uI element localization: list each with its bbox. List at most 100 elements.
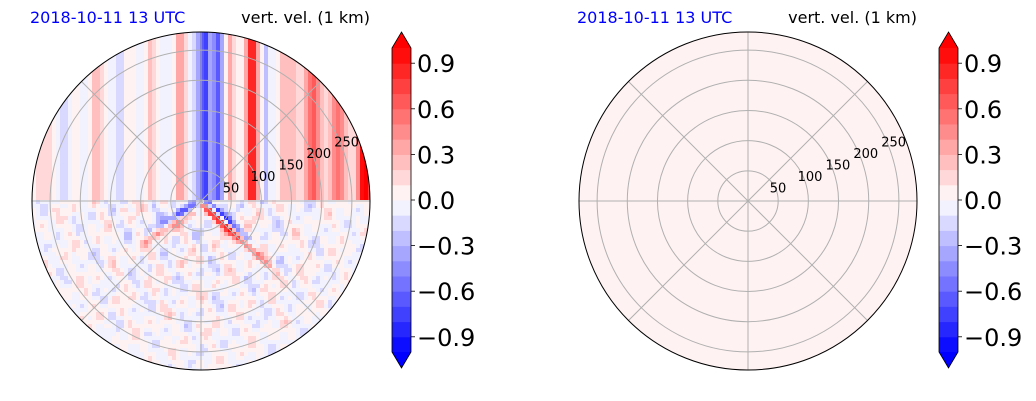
- field-cell: [324, 148, 329, 153]
- field-cell: [360, 180, 365, 185]
- field-cell: [128, 176, 133, 181]
- field-cell: [248, 152, 253, 157]
- field-cell: [268, 300, 273, 305]
- field-cell: [292, 264, 297, 269]
- field-cell: [188, 36, 193, 41]
- field-cell: [288, 272, 293, 277]
- field-cell: [220, 36, 225, 41]
- field-cell: [80, 248, 85, 253]
- field-cell: [216, 268, 221, 273]
- field-cell: [300, 104, 305, 109]
- field-cell: [256, 96, 261, 101]
- field-cell: [88, 76, 93, 81]
- field-cell: [92, 164, 97, 169]
- field-cell: [44, 276, 49, 281]
- field-cell: [364, 188, 369, 193]
- field-cell: [220, 48, 225, 53]
- field-cell: [144, 44, 149, 49]
- field-cell: [324, 152, 329, 157]
- field-cell: [188, 52, 193, 57]
- field-cell: [244, 68, 249, 73]
- field-cell: [276, 212, 281, 217]
- field-cell: [136, 72, 141, 77]
- field-cell: [224, 36, 229, 41]
- field-cell: [72, 200, 77, 205]
- field-cell: [140, 260, 145, 265]
- field-cell: [92, 112, 97, 117]
- field-cell: [76, 128, 81, 133]
- field-cell: [116, 300, 121, 305]
- field-cell: [120, 108, 125, 113]
- field-cell: [140, 148, 145, 153]
- field-cell: [316, 232, 321, 237]
- field-cell: [124, 168, 129, 173]
- field-cell: [216, 164, 221, 169]
- field-cell: [184, 124, 189, 129]
- field-cell: [84, 180, 89, 185]
- field-cell: [88, 180, 93, 185]
- field-cell: [136, 268, 141, 273]
- field-cell: [272, 60, 277, 65]
- field-cell: [220, 64, 225, 69]
- field-cell: [308, 276, 313, 281]
- field-cell: [88, 112, 93, 117]
- field-cell: [100, 244, 105, 249]
- field-cell: [68, 148, 73, 153]
- field-cell: [44, 152, 49, 157]
- field-cell: [300, 296, 305, 301]
- field-cell: [164, 296, 169, 301]
- field-cell: [100, 168, 105, 173]
- field-cell: [136, 200, 141, 205]
- field-cell: [232, 68, 237, 73]
- field-cell: [224, 288, 229, 293]
- field-cell: [116, 156, 121, 161]
- field-cell: [308, 184, 313, 189]
- field-cell: [212, 252, 217, 257]
- field-cell: [300, 224, 305, 229]
- field-cell: [240, 108, 245, 113]
- field-cell: [152, 260, 157, 265]
- field-cell: [288, 64, 293, 69]
- field-cell: [108, 96, 113, 101]
- field-cell: [280, 84, 285, 89]
- field-cell: [316, 88, 321, 93]
- field-cell: [56, 276, 61, 281]
- field-cell: [164, 76, 169, 81]
- field-cell: [300, 188, 305, 193]
- field-cell: [192, 140, 197, 145]
- field-cell: [264, 88, 269, 93]
- field-cell: [224, 248, 229, 253]
- field-cell: [176, 268, 181, 273]
- field-cell: [228, 80, 233, 85]
- field-cell: [120, 60, 125, 65]
- field-cell: [152, 148, 157, 153]
- field-cell: [140, 288, 145, 293]
- field-cell: [356, 200, 361, 205]
- field-cell: [68, 292, 73, 297]
- field-cell: [80, 84, 85, 89]
- field-cell: [256, 208, 261, 213]
- field-cell: [48, 148, 53, 153]
- field-cell: [236, 260, 241, 265]
- field-cell: [172, 200, 177, 205]
- field-cell: [76, 256, 81, 261]
- field-cell: [112, 276, 117, 281]
- field-cell: [116, 284, 121, 289]
- field-cell: [88, 212, 93, 217]
- field-cell: [212, 184, 217, 189]
- field-cell: [184, 208, 189, 213]
- field-cell: [292, 132, 297, 137]
- field-cell: [156, 216, 161, 221]
- field-cell: [172, 228, 177, 233]
- field-cell: [212, 244, 217, 249]
- field-cell: [300, 156, 305, 161]
- field-cell: [284, 220, 289, 225]
- field-cell: [44, 256, 49, 261]
- field-cell: [160, 292, 165, 297]
- field-cell: [60, 192, 65, 197]
- field-cell: [168, 48, 173, 53]
- field-cell: [304, 204, 309, 209]
- field-cell: [244, 188, 249, 193]
- field-cell: [56, 180, 61, 185]
- field-cell: [84, 96, 89, 101]
